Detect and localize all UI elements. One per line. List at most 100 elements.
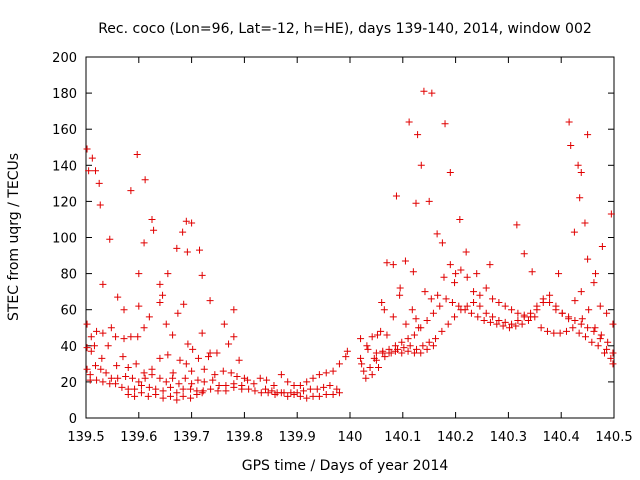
- data-point-marker: [127, 333, 135, 341]
- data-point-marker: [194, 376, 202, 384]
- data-point-marker: [134, 333, 142, 341]
- x-tick-label: 140: [338, 430, 363, 445]
- data-point-marker: [537, 324, 545, 332]
- data-point-marker: [277, 371, 285, 379]
- data-point-marker: [556, 329, 564, 337]
- data-point-marker: [607, 210, 615, 218]
- data-point-marker: [187, 394, 195, 402]
- data-point-marker: [97, 365, 105, 373]
- data-point-marker: [513, 221, 521, 229]
- data-point-marker: [270, 382, 278, 390]
- data-point-marker: [524, 317, 532, 325]
- data-point-marker: [268, 387, 276, 395]
- data-point-marker: [575, 329, 583, 337]
- data-point-marker: [187, 385, 195, 393]
- y-tick-label: 80: [60, 268, 77, 283]
- data-point-marker: [257, 389, 265, 397]
- data-point-marker: [385, 349, 393, 357]
- data-point-marker: [238, 385, 246, 393]
- data-point-marker: [377, 327, 385, 335]
- data-point-marker: [398, 349, 406, 357]
- data-point-marker: [451, 313, 459, 321]
- data-point-marker: [99, 329, 107, 337]
- data-point-marker: [152, 391, 160, 399]
- data-point-marker: [164, 270, 172, 278]
- data-point-marker: [148, 215, 156, 223]
- data-point-marker: [173, 244, 181, 252]
- data-point-marker: [132, 360, 140, 368]
- x-tick-label: 140.2: [437, 430, 474, 445]
- data-point-marker: [514, 317, 522, 325]
- data-point-marker: [179, 385, 187, 393]
- data-point-marker: [214, 387, 222, 395]
- data-point-marker: [425, 197, 433, 205]
- data-point-marker: [452, 270, 460, 278]
- data-point-marker: [188, 219, 196, 227]
- data-point-marker: [609, 360, 617, 368]
- data-point-marker: [495, 317, 503, 325]
- data-point-marker: [585, 306, 593, 314]
- data-point-marker: [174, 309, 182, 317]
- data-point-marker: [456, 215, 464, 223]
- data-point-marker: [417, 324, 425, 332]
- data-point-marker: [166, 392, 174, 400]
- data-point-marker: [373, 331, 381, 339]
- data-point-marker: [531, 313, 539, 321]
- data-point-marker: [489, 313, 497, 321]
- data-point-marker: [122, 372, 130, 380]
- data-point-marker: [598, 243, 606, 251]
- data-point-marker: [141, 374, 149, 382]
- chart-title: Rec. coco (Lon=96, Lat=-12, h=HE), days …: [98, 21, 592, 37]
- data-point-marker: [402, 320, 410, 328]
- data-point-marker: [357, 335, 365, 343]
- data-point-marker: [206, 297, 214, 305]
- data-point-marker: [188, 367, 196, 375]
- y-axis-ticks: 0 20 40 60 80 100 120 140 160 180 200: [52, 51, 614, 427]
- data-point-marker: [372, 356, 380, 364]
- data-point-marker: [591, 324, 599, 332]
- data-point-marker: [381, 353, 389, 361]
- data-point-marker: [364, 345, 372, 353]
- data-point-marker: [159, 387, 167, 395]
- data-point-marker: [209, 376, 217, 384]
- data-point-marker: [362, 374, 370, 382]
- data-point-marker: [188, 380, 196, 388]
- data-point-marker: [296, 392, 304, 400]
- data-point-marker: [400, 344, 408, 352]
- y-tick-label: 40: [60, 340, 77, 355]
- data-point-marker: [581, 333, 589, 341]
- data-point-marker: [433, 230, 441, 238]
- data-point-marker: [565, 313, 573, 321]
- data-point-marker: [499, 322, 507, 330]
- data-point-marker: [322, 391, 330, 399]
- data-point-marker: [86, 376, 94, 384]
- data-point-marker: [98, 354, 106, 362]
- data-point-marker: [366, 363, 374, 371]
- data-point-marker: [423, 317, 431, 325]
- data-point-marker: [413, 345, 421, 353]
- data-point-marker: [262, 385, 270, 393]
- data-point-marker: [392, 192, 400, 200]
- data-point-marker: [135, 302, 143, 310]
- data-point-marker: [571, 317, 579, 325]
- data-point-marker: [83, 344, 91, 352]
- data-point-marker: [520, 250, 528, 258]
- data-point-marker: [596, 302, 604, 310]
- data-point-marker: [444, 320, 452, 328]
- y-tick-label: 200: [52, 51, 77, 66]
- data-point-marker: [131, 385, 139, 393]
- data-point-marker: [102, 369, 110, 377]
- data-point-marker: [183, 248, 191, 256]
- data-point-marker: [230, 333, 238, 341]
- data-point-marker: [166, 383, 174, 391]
- data-point-marker: [480, 317, 488, 325]
- data-point-marker: [546, 298, 554, 306]
- data-point-marker: [137, 382, 145, 390]
- data-point-marker: [404, 335, 412, 343]
- data-point-marker: [528, 268, 536, 276]
- data-point-marker: [193, 391, 201, 399]
- x-tick-label: 139.5: [67, 430, 104, 445]
- data-point-marker: [93, 327, 101, 335]
- x-tick-label: 140.4: [543, 430, 580, 445]
- data-point-marker: [251, 387, 259, 395]
